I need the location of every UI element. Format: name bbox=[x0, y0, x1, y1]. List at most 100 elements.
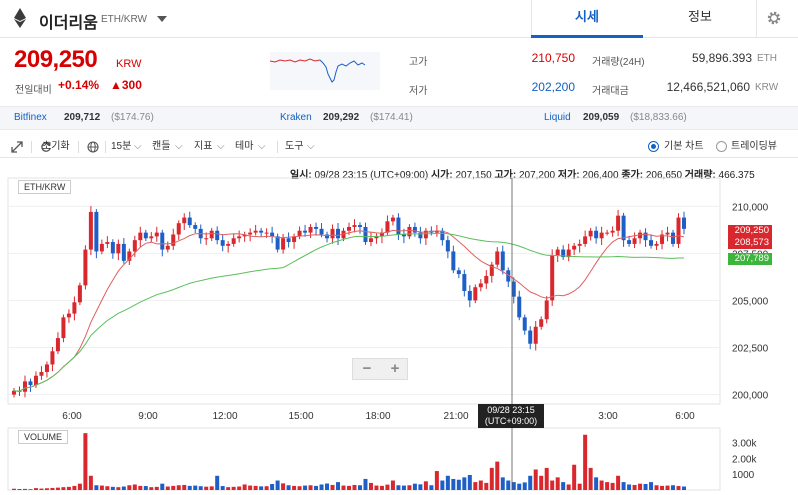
candle-body bbox=[149, 236, 154, 239]
volume-label: 거래량(24H) bbox=[592, 57, 645, 68]
volume-bar bbox=[220, 486, 225, 490]
y-tick-label: 200,000 bbox=[732, 391, 769, 402]
volume-bar bbox=[171, 485, 176, 490]
chevron-down-icon[interactable]: ⌵ bbox=[217, 141, 225, 152]
volume-unit: ETH bbox=[757, 53, 777, 64]
volume-bar bbox=[165, 486, 170, 490]
volume-bar bbox=[566, 484, 571, 490]
volume-bar bbox=[88, 475, 93, 490]
price-chart[interactable]: 210,000207,500205,000202,500200,0006:009… bbox=[0, 160, 798, 495]
candle-body bbox=[621, 215, 626, 241]
chart-toolbar: 초기화 15분 ⌵ 캔들 ⌵ 지표 ⌵ 테마 ⌵ 도구 ⌵ 기본 차트 트레이딩… bbox=[0, 136, 798, 158]
crosshair-time: 09/28 23:15 bbox=[487, 405, 535, 415]
indicator-dropdown[interactable]: 지표 bbox=[194, 141, 213, 152]
candle-body bbox=[220, 240, 225, 246]
candle-body bbox=[204, 238, 209, 240]
volume-bar bbox=[325, 483, 330, 490]
volume-bar bbox=[418, 484, 423, 490]
ohlc-volume: 466.375 bbox=[718, 170, 755, 181]
exchange-usd: ($18,833.66) bbox=[630, 112, 687, 123]
basic-chart-label[interactable]: 기본 차트 bbox=[664, 141, 704, 152]
reset-button[interactable]: 초기화 bbox=[42, 141, 70, 152]
amount-label: 거래대금 bbox=[592, 86, 629, 97]
volume-bar bbox=[610, 482, 615, 490]
expand-icon[interactable] bbox=[11, 141, 23, 153]
candle-body bbox=[99, 243, 104, 252]
volume-bar bbox=[193, 485, 198, 490]
candle-body bbox=[676, 217, 681, 244]
chevron-down-icon[interactable]: ⌵ bbox=[175, 141, 183, 152]
candle-body bbox=[605, 232, 610, 234]
candle-body bbox=[160, 232, 165, 250]
high-value: 210,750 bbox=[531, 51, 575, 65]
volume-bar bbox=[423, 481, 428, 490]
volume-bar bbox=[671, 485, 676, 490]
candle-body bbox=[303, 230, 308, 233]
volume-tick-label: 2.00k bbox=[732, 454, 757, 465]
zoom-out-button[interactable]: − bbox=[362, 360, 372, 377]
theme-dropdown[interactable]: 테마 bbox=[235, 141, 254, 152]
volume-bar bbox=[187, 485, 192, 490]
chevron-down-icon[interactable]: ⌵ bbox=[134, 141, 142, 152]
ohlc-close-label: 종가: bbox=[621, 170, 644, 181]
candle-body bbox=[88, 211, 93, 250]
candle-body bbox=[215, 230, 220, 241]
volume-bar bbox=[577, 483, 582, 490]
candle-body bbox=[682, 217, 686, 229]
exchange-name[interactable]: Bitfinex bbox=[14, 112, 47, 123]
volume-bar bbox=[511, 482, 516, 490]
coin-pair: ETH/KRW bbox=[101, 14, 147, 25]
chevron-down-icon[interactable] bbox=[157, 16, 167, 22]
sparkline-chart bbox=[270, 52, 380, 90]
tab-info[interactable]: 정보 bbox=[688, 9, 712, 24]
candle-body bbox=[259, 230, 264, 233]
candle-body bbox=[286, 238, 291, 243]
volume-bar bbox=[105, 486, 110, 490]
basic-chart-radio[interactable] bbox=[648, 141, 659, 152]
volume-bar bbox=[281, 483, 286, 490]
globe-icon[interactable] bbox=[87, 141, 99, 153]
coin-name[interactable]: 이더리움 bbox=[39, 15, 98, 32]
chevron-down-icon[interactable]: ⌵ bbox=[307, 141, 315, 152]
volume-bar bbox=[314, 485, 319, 490]
tab-quote[interactable]: 시세 bbox=[531, 0, 643, 38]
gear-icon[interactable] bbox=[766, 10, 782, 26]
volume-bar bbox=[500, 477, 505, 490]
candle-body bbox=[61, 317, 66, 339]
candle-body bbox=[176, 223, 181, 235]
interval-dropdown[interactable]: 15분 bbox=[111, 141, 132, 152]
candle-body bbox=[566, 249, 571, 258]
tradingview-label[interactable]: 트레이딩뷰 bbox=[731, 141, 777, 152]
tools-dropdown[interactable]: 도구 bbox=[285, 141, 304, 152]
candle-body bbox=[105, 242, 110, 244]
exchange-name[interactable]: Liquid bbox=[544, 112, 571, 123]
candle-body bbox=[50, 351, 55, 365]
candle-body bbox=[610, 230, 615, 233]
candle-body bbox=[632, 238, 637, 244]
volume-bar bbox=[215, 475, 220, 490]
x-tick-label: 18:00 bbox=[365, 411, 390, 422]
amount-value: 12,466,521,060 bbox=[666, 80, 750, 94]
volume-bar bbox=[517, 483, 522, 490]
volume-tick-label: 1000 bbox=[732, 470, 755, 481]
volume-bar bbox=[99, 485, 104, 490]
volume-bar bbox=[341, 485, 346, 490]
candle-dropdown[interactable]: 캔들 bbox=[152, 141, 171, 152]
volume-bar bbox=[445, 475, 450, 490]
candle-body bbox=[138, 232, 143, 241]
chevron-down-icon[interactable]: ⌵ bbox=[258, 141, 266, 152]
candle-body bbox=[407, 226, 412, 237]
volume-bar bbox=[407, 485, 412, 490]
volume-bar bbox=[319, 484, 324, 490]
tradingview-radio[interactable] bbox=[716, 141, 727, 152]
volume-bar bbox=[643, 484, 648, 490]
volume-bar bbox=[248, 485, 253, 490]
candle-body bbox=[193, 225, 198, 229]
candle-body bbox=[627, 240, 632, 244]
volume-bar bbox=[473, 482, 478, 490]
exchange-name[interactable]: Kraken bbox=[280, 112, 312, 123]
reset-icon[interactable] bbox=[40, 141, 52, 153]
volume-bar bbox=[654, 485, 659, 490]
plot-frame bbox=[7, 177, 721, 405]
zoom-in-button[interactable]: + bbox=[390, 360, 400, 377]
